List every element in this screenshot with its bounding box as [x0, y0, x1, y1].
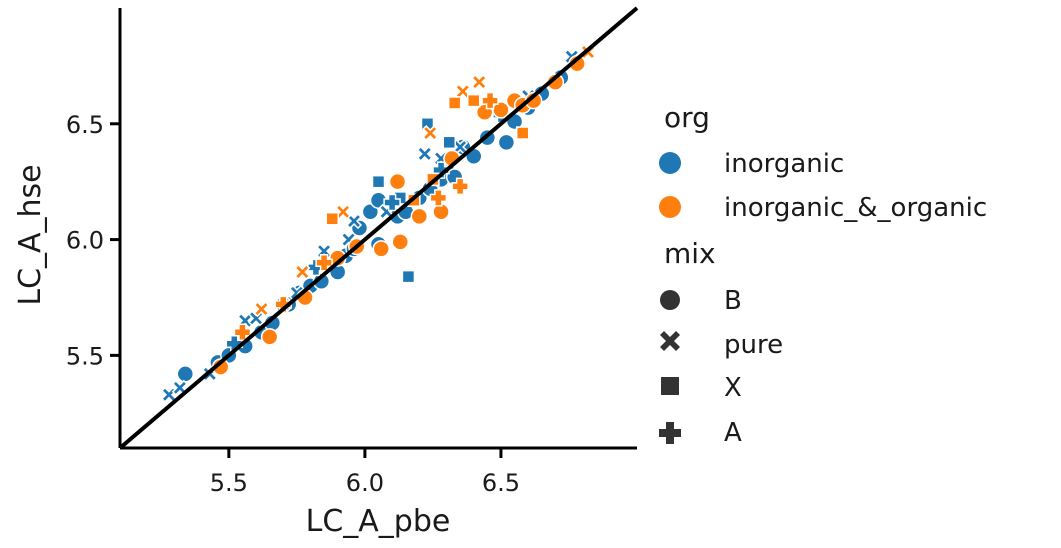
point-inorganic-organic-b	[260, 328, 279, 346]
legend-marker-pure	[660, 331, 680, 351]
point-inorganic-organic-pure	[422, 124, 439, 142]
legend-label-X: X	[724, 373, 742, 403]
point-inorganic-organic-a	[451, 177, 469, 196]
point-inorganic-organic-b	[410, 207, 429, 226]
point-inorganic-a	[432, 161, 450, 179]
y-tick-label: 5.5	[66, 342, 104, 370]
x-tick-label: 6.5	[482, 469, 520, 497]
point-inorganic-a	[225, 335, 244, 353]
legend-label-pure: pure	[724, 330, 783, 360]
legend-style-title: mix	[664, 237, 716, 270]
legend-marker-B	[660, 290, 680, 310]
point-inorganic-organic-pure	[253, 300, 270, 318]
x-axis-ticks: 5.5 6.0 6.5	[210, 448, 520, 497]
point-inorganic-organic-pure	[471, 74, 488, 91]
legend-marker-inorganic-organic	[659, 196, 681, 218]
point-inorganic-pure	[416, 145, 433, 162]
point-inorganic-organic-x	[325, 211, 339, 226]
legend-label-B: B	[724, 286, 742, 316]
legend-marker-A	[659, 422, 681, 444]
point-inorganic-organic-a	[429, 189, 448, 207]
point-inorganic-organic-a	[481, 91, 499, 110]
point-inorganic-x	[401, 269, 416, 284]
x-axis-title: LC_A_pbe	[306, 504, 451, 539]
point-inorganic-organic-b	[391, 233, 410, 251]
point-inorganic-organic-x	[447, 96, 462, 110]
legend-hue-title: org	[664, 101, 710, 134]
reference-line	[118, 6, 639, 450]
point-inorganic-b	[176, 365, 195, 383]
point-inorganic-organic-a	[274, 295, 293, 314]
legend-marker-X	[661, 377, 679, 395]
x-tick-label: 5.5	[210, 469, 248, 497]
y-tick-label: 6.5	[66, 111, 104, 139]
x-tick-label: 6.0	[346, 469, 384, 497]
legend-label-inorganic-organic: inorganic_&_organic	[724, 193, 987, 223]
point-inorganic-a	[383, 193, 401, 212]
legend-marker-inorganic	[659, 152, 681, 174]
legend-label-A: A	[724, 418, 742, 448]
y-axis-title: LC_A_hse	[13, 164, 48, 305]
point-inorganic-organic-b	[372, 240, 390, 258]
point-inorganic-x	[371, 174, 386, 189]
point-inorganic-organic-pure	[294, 263, 311, 281]
point-inorganic-pure	[345, 212, 363, 230]
legend-label-inorganic: inorganic	[724, 149, 844, 179]
point-inorganic-b	[497, 133, 516, 152]
data-points	[160, 43, 597, 403]
point-inorganic-organic-x	[515, 126, 530, 140]
y-axis-ticks: 5.5 6.0 6.5	[66, 111, 120, 370]
point-inorganic-organic-b	[492, 101, 510, 119]
point-inorganic-organic-b	[388, 172, 407, 191]
point-inorganic-organic-x	[466, 93, 481, 108]
y-tick-label: 6.0	[66, 227, 104, 255]
legend: org inorganic inorganic_&_organic mix B …	[659, 101, 987, 448]
point-inorganic-x	[442, 135, 456, 150]
